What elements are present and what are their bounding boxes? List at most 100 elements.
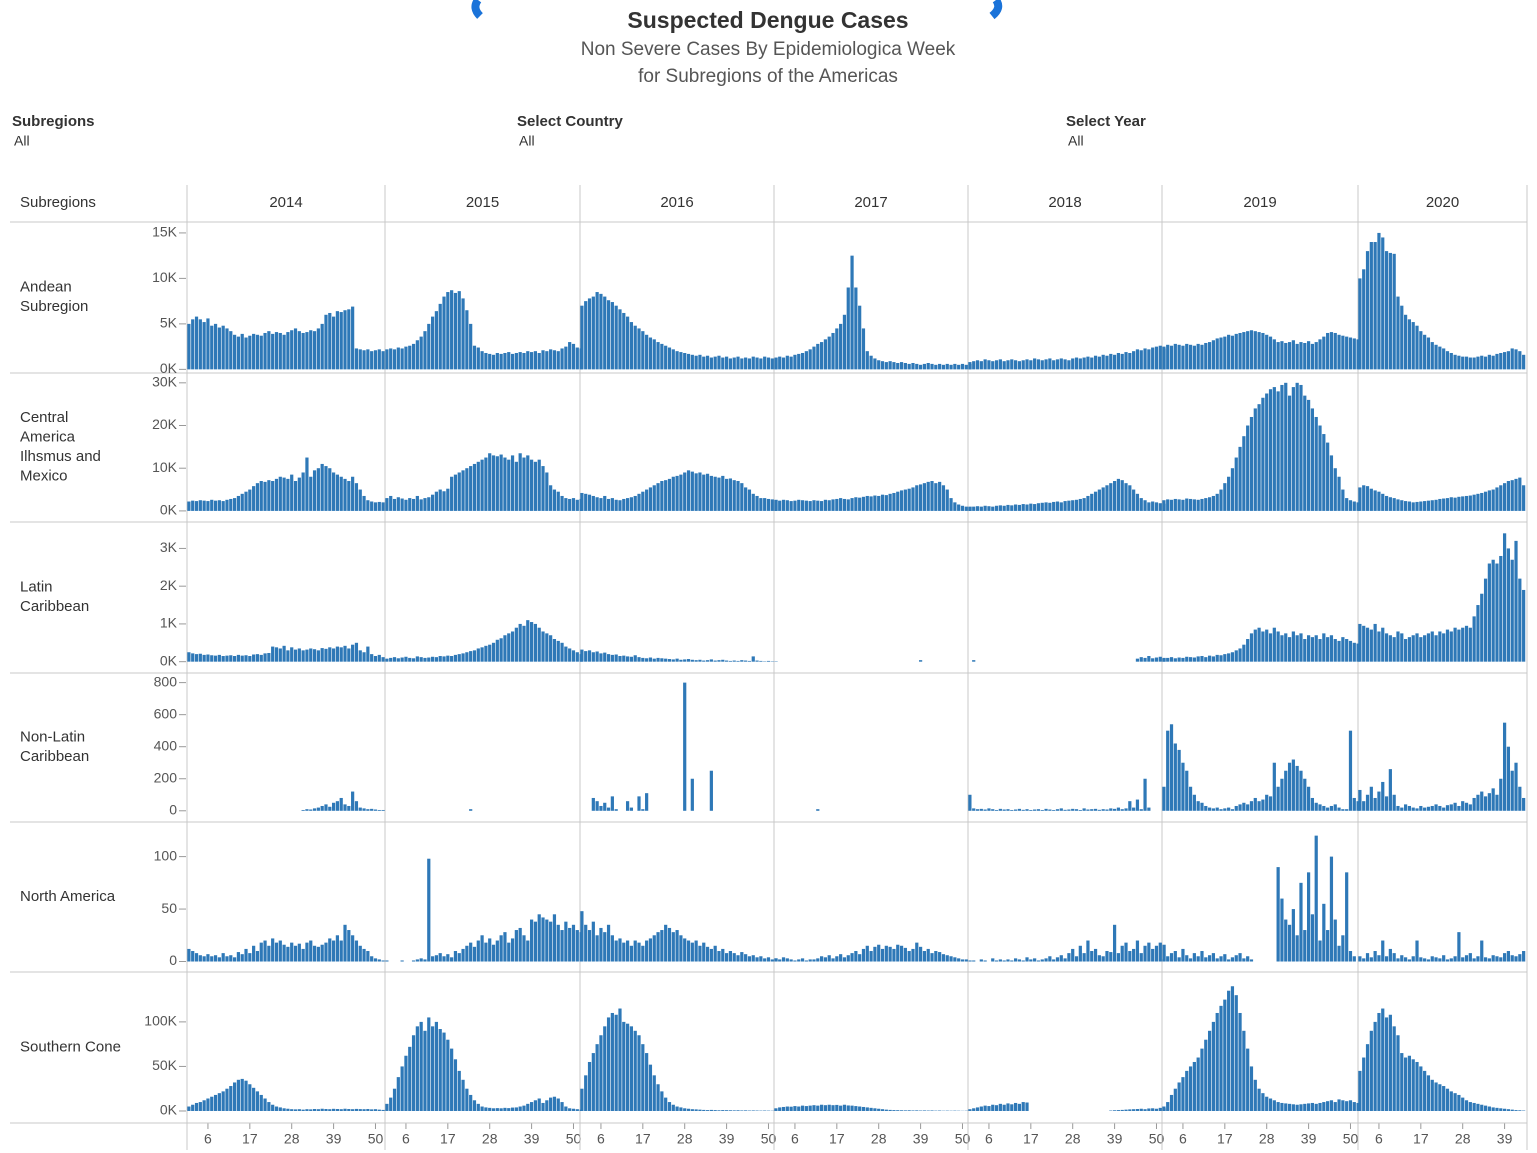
bar	[1006, 959, 1010, 962]
bar	[1044, 502, 1048, 511]
bar	[683, 1108, 687, 1111]
bar	[880, 494, 885, 511]
bar	[1044, 958, 1048, 962]
x-tick-label: 17	[635, 1131, 651, 1147]
bar	[488, 644, 492, 662]
filter-value[interactable]: All	[1068, 133, 1084, 149]
bar	[377, 1109, 381, 1111]
bar	[1352, 338, 1356, 370]
bar	[1261, 332, 1265, 370]
bar	[1345, 872, 1349, 962]
bar	[1369, 488, 1373, 511]
bar	[789, 356, 793, 370]
bar	[1337, 1099, 1341, 1111]
bar	[1211, 1021, 1216, 1111]
bar	[1280, 1102, 1284, 1111]
bar	[709, 475, 713, 511]
bar	[1396, 499, 1400, 511]
bar	[1464, 625, 1469, 662]
bar	[1280, 384, 1284, 511]
bar	[1010, 505, 1014, 511]
bar	[637, 796, 641, 811]
bar	[1109, 353, 1113, 370]
bar	[686, 353, 691, 370]
bar	[1101, 956, 1105, 962]
bar	[1483, 796, 1488, 811]
bar	[998, 808, 1002, 811]
bar	[1314, 635, 1318, 662]
filter-value[interactable]: All	[519, 133, 535, 149]
bar	[709, 357, 713, 370]
bar	[351, 644, 355, 662]
bar	[331, 802, 336, 811]
filter-value[interactable]: All	[14, 133, 30, 149]
bar	[1476, 956, 1480, 962]
bar	[1169, 1094, 1174, 1111]
bar	[968, 960, 972, 962]
bar	[1200, 802, 1204, 811]
bar	[461, 298, 465, 370]
bar	[503, 352, 507, 370]
bar	[1143, 657, 1147, 662]
bar	[896, 1110, 900, 1111]
bar	[625, 1023, 630, 1111]
bar	[614, 499, 618, 511]
bar	[1017, 1103, 1022, 1111]
bar	[1445, 1088, 1450, 1111]
bar	[1013, 958, 1018, 962]
bar	[641, 491, 645, 511]
bar	[633, 655, 637, 662]
bar	[1215, 654, 1219, 662]
bar	[1071, 948, 1075, 962]
bar	[1109, 952, 1113, 962]
bar	[1318, 339, 1322, 370]
bar	[1287, 637, 1292, 662]
bar	[732, 1110, 736, 1111]
bar	[312, 945, 317, 962]
bar	[518, 453, 522, 511]
bar	[419, 1021, 423, 1111]
bar	[541, 350, 545, 370]
bar	[358, 1109, 362, 1111]
bar	[1322, 903, 1326, 962]
bar	[1261, 631, 1265, 662]
bar	[282, 334, 286, 370]
bar	[297, 943, 301, 962]
bar	[526, 940, 530, 962]
bar	[930, 1110, 934, 1111]
bar	[606, 498, 611, 511]
bar	[823, 1105, 828, 1111]
y-tick-label: 0K	[160, 360, 178, 376]
bar	[1086, 495, 1090, 511]
bar	[1423, 958, 1427, 962]
bar	[1384, 251, 1389, 370]
bar	[698, 472, 702, 511]
bar	[362, 948, 366, 962]
bar	[987, 360, 991, 370]
bar	[1306, 341, 1311, 370]
bar	[1059, 808, 1063, 811]
bar	[660, 343, 664, 370]
bar	[1348, 1100, 1353, 1111]
row-label: Mexico	[20, 468, 68, 485]
bar	[187, 501, 191, 511]
bar	[759, 498, 763, 511]
bar	[994, 960, 999, 962]
bar	[1295, 343, 1299, 370]
bar	[1162, 944, 1166, 962]
bar	[430, 316, 435, 370]
bar	[1502, 533, 1507, 662]
bar	[580, 911, 584, 962]
bar	[1348, 640, 1353, 662]
bar	[625, 656, 630, 662]
bar	[1468, 953, 1472, 962]
bar	[316, 807, 320, 811]
bar	[1352, 1102, 1356, 1111]
bar	[552, 1096, 557, 1111]
bar	[1109, 483, 1113, 511]
bar	[396, 347, 400, 370]
bar	[1253, 408, 1257, 511]
bar	[854, 497, 858, 511]
bar	[869, 1107, 873, 1111]
bar	[994, 360, 999, 370]
